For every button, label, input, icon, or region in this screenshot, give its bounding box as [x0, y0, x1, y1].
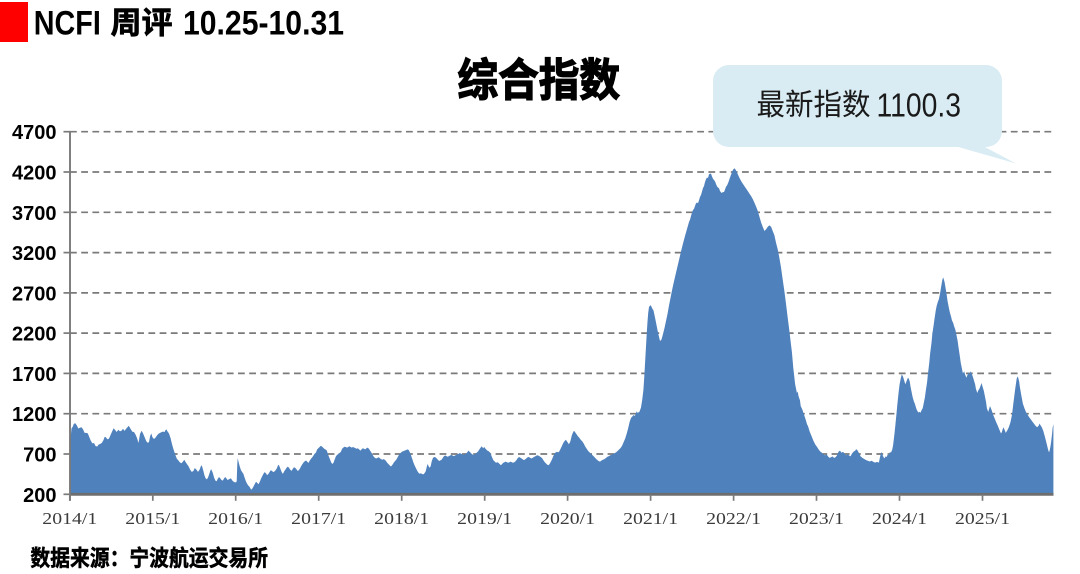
svg-text:1200: 1200	[12, 404, 57, 426]
svg-text:2024/1: 2024/1	[872, 509, 927, 528]
svg-text:4200: 4200	[12, 163, 57, 185]
svg-text:3200: 3200	[12, 243, 57, 265]
svg-text:2015/1: 2015/1	[125, 509, 180, 528]
svg-text:3700: 3700	[12, 203, 57, 225]
svg-text:10.25-10.31: 10.25-10.31	[183, 5, 344, 43]
svg-text:2021/1: 2021/1	[623, 509, 678, 528]
svg-text:200: 200	[23, 485, 56, 507]
svg-text:4700: 4700	[12, 122, 57, 144]
svg-text:2014/1: 2014/1	[42, 509, 97, 528]
svg-text:1700: 1700	[12, 364, 57, 386]
svg-text:1100.3: 1100.3	[877, 88, 962, 125]
svg-text:2017/1: 2017/1	[291, 509, 346, 528]
svg-text:2019/1: 2019/1	[457, 509, 512, 528]
svg-text:NCFI: NCFI	[34, 5, 101, 43]
svg-text:2025/1: 2025/1	[955, 509, 1010, 528]
svg-text:2016/1: 2016/1	[208, 509, 263, 528]
svg-text:2022/1: 2022/1	[706, 509, 761, 528]
svg-text:2200: 2200	[12, 324, 57, 346]
svg-text:2018/1: 2018/1	[374, 509, 429, 528]
svg-text:2700: 2700	[12, 283, 57, 305]
svg-text:2023/1: 2023/1	[789, 509, 844, 528]
svg-text:2020/1: 2020/1	[540, 509, 595, 528]
svg-text:700: 700	[23, 445, 56, 467]
